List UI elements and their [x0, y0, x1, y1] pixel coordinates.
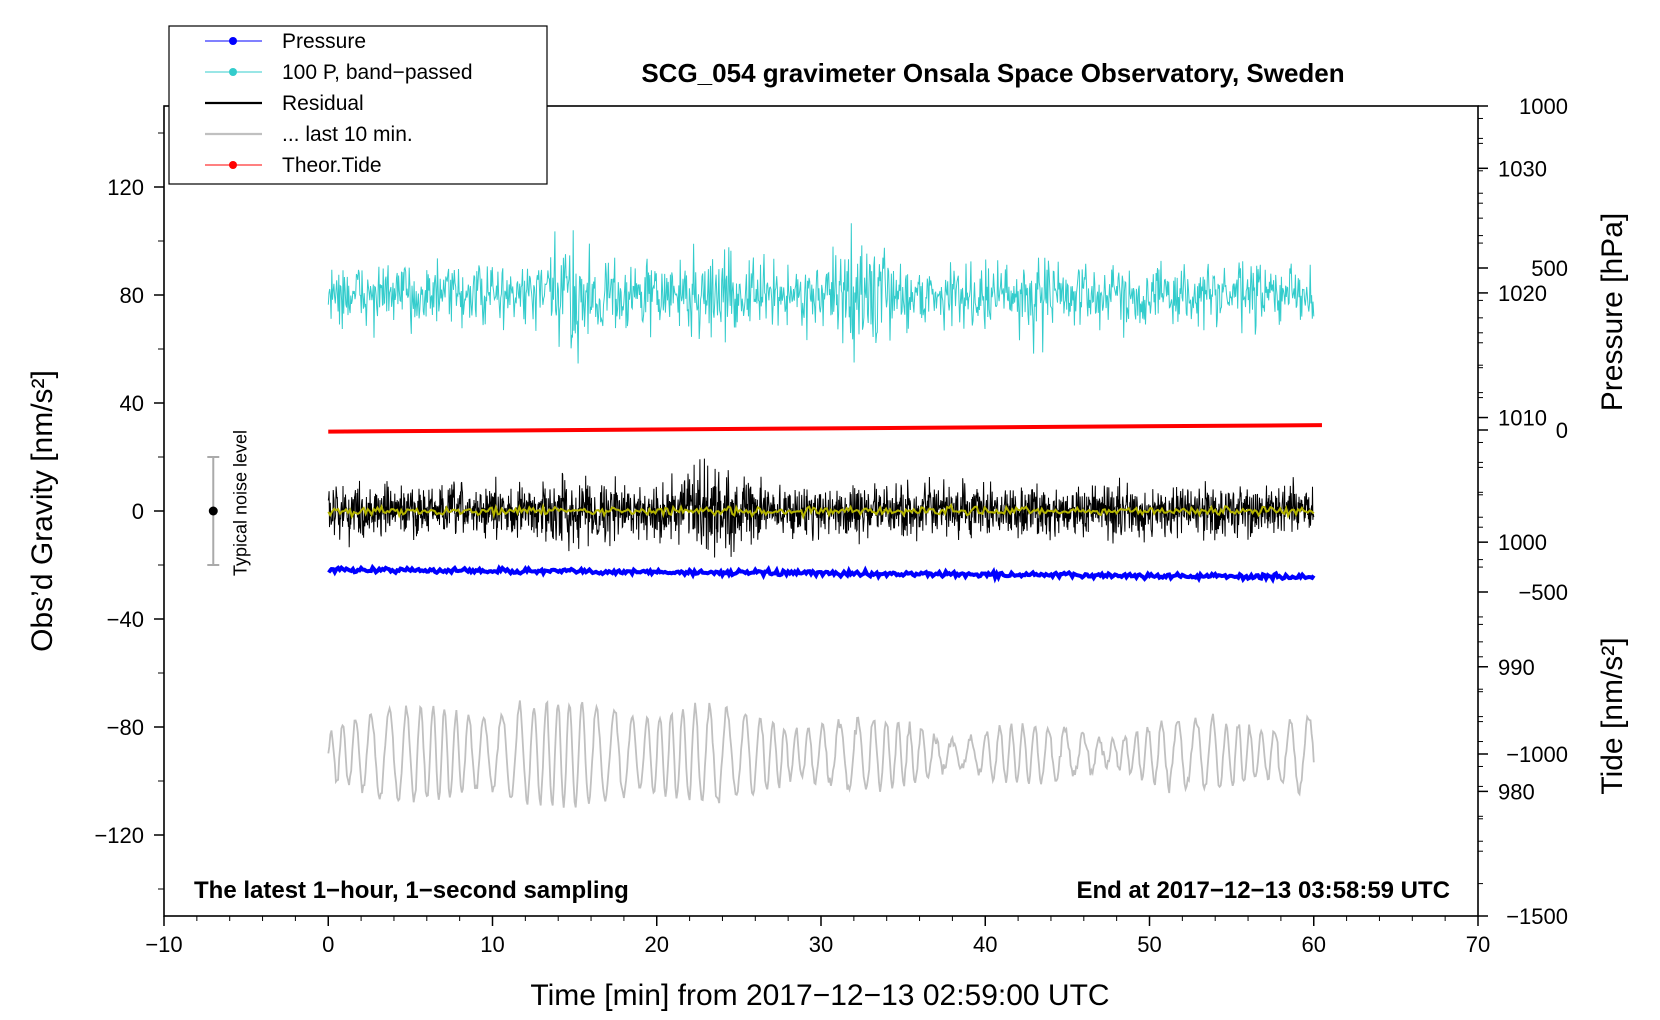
- legend-marker: [229, 68, 237, 76]
- legend-box: [168, 25, 548, 185]
- x-tick-label: 0: [322, 932, 334, 957]
- legend-label: ... last 10 min.: [282, 123, 413, 146]
- noise-bar-label: Typical noise level: [230, 430, 250, 576]
- x-tick-label: 60: [1302, 932, 1326, 957]
- y-tick-label-tide: 500: [1531, 256, 1568, 281]
- x-tick-label: 40: [973, 932, 997, 957]
- series-theor-tide: [328, 423, 1322, 434]
- legend-label: Theor.Tide: [282, 154, 382, 177]
- legend-marker: [229, 161, 237, 169]
- y-axis-label-tide: Tide [nm/s²]: [1596, 637, 1629, 794]
- series-pressure: [327, 563, 1316, 585]
- series-residual-smoothed: [327, 502, 1315, 521]
- y-tick-label-tide: −500: [1518, 580, 1568, 605]
- note-right: End at 2017−12−13 03:58:59 UTC: [1076, 877, 1450, 904]
- y-tick-label-tide: 1000: [1519, 94, 1568, 119]
- noise-bar-dot: [208, 506, 218, 516]
- x-tick-label: 70: [1466, 932, 1490, 957]
- y-tick-label-left: 40: [120, 391, 144, 416]
- series-last-10-min: [327, 700, 1315, 808]
- legend-marker: [229, 37, 237, 45]
- series-layer: [327, 223, 1322, 808]
- noise-bar: Typical noise level: [207, 430, 250, 576]
- series-residual: [327, 458, 1315, 558]
- y-tick-label-left: −120: [94, 823, 144, 848]
- y-axis-tide: 1000 500 0 −500 −1000 −1500: [1478, 94, 1568, 929]
- series-100-p-band-passed: [327, 223, 1315, 364]
- x-tick-label: 30: [809, 932, 833, 957]
- y-tick-label-tide: −1000: [1506, 742, 1568, 767]
- y-tick-label-pressure: 1010: [1498, 406, 1547, 431]
- x-tick-label: 50: [1137, 932, 1161, 957]
- chart-title: SCG_054 gravimeter Onsala Space Observat…: [641, 58, 1344, 88]
- y-tick-label-tide: 0: [1556, 418, 1568, 443]
- y-tick-label-pressure: 990: [1498, 655, 1535, 680]
- legend: Pressure 100 P, band−passed Residual ... la…: [168, 25, 548, 185]
- y-tick-label-left: −80: [107, 715, 144, 740]
- y-tick-label-pressure: 1030: [1498, 156, 1547, 181]
- y-axis-pressure: 1030 1020 1010 1000 990 980: [1478, 117, 1547, 842]
- y-tick-label-pressure: 1020: [1498, 281, 1547, 306]
- y-tick-label-pressure: 980: [1498, 779, 1535, 804]
- x-axis-label: Time [min] from 2017−12−13 02:59:00 UTC: [530, 979, 1109, 1012]
- y-tick-label-pressure: 1000: [1498, 530, 1547, 555]
- x-tick-label: −10: [145, 932, 182, 957]
- x-tick-label: 10: [480, 932, 504, 957]
- y-axis-label-pressure: Pressure [hPa]: [1596, 213, 1629, 411]
- y-tick-label-left: 120: [107, 175, 144, 200]
- y-tick-label-left: −40: [107, 607, 144, 632]
- x-axis: −10 0 10 20 30 40 50 60 70: [145, 916, 1490, 957]
- y-axis-label-left: Obs’d Gravity [nm/s²]: [26, 370, 59, 652]
- legend-label: Pressure: [282, 30, 366, 53]
- y-tick-label-left: 80: [120, 283, 144, 308]
- legend-label: 100 P, band−passed: [282, 61, 473, 84]
- y-tick-label-left: 0: [132, 499, 144, 524]
- note-left: The latest 1−hour, 1−second sampling: [194, 877, 629, 904]
- x-tick-label: 20: [645, 932, 669, 957]
- legend-label: Residual: [282, 92, 364, 115]
- y-tick-label-tide: −1500: [1506, 904, 1568, 929]
- y-axis-left: 120 80 40 0 −40 −80 −120: [94, 132, 164, 890]
